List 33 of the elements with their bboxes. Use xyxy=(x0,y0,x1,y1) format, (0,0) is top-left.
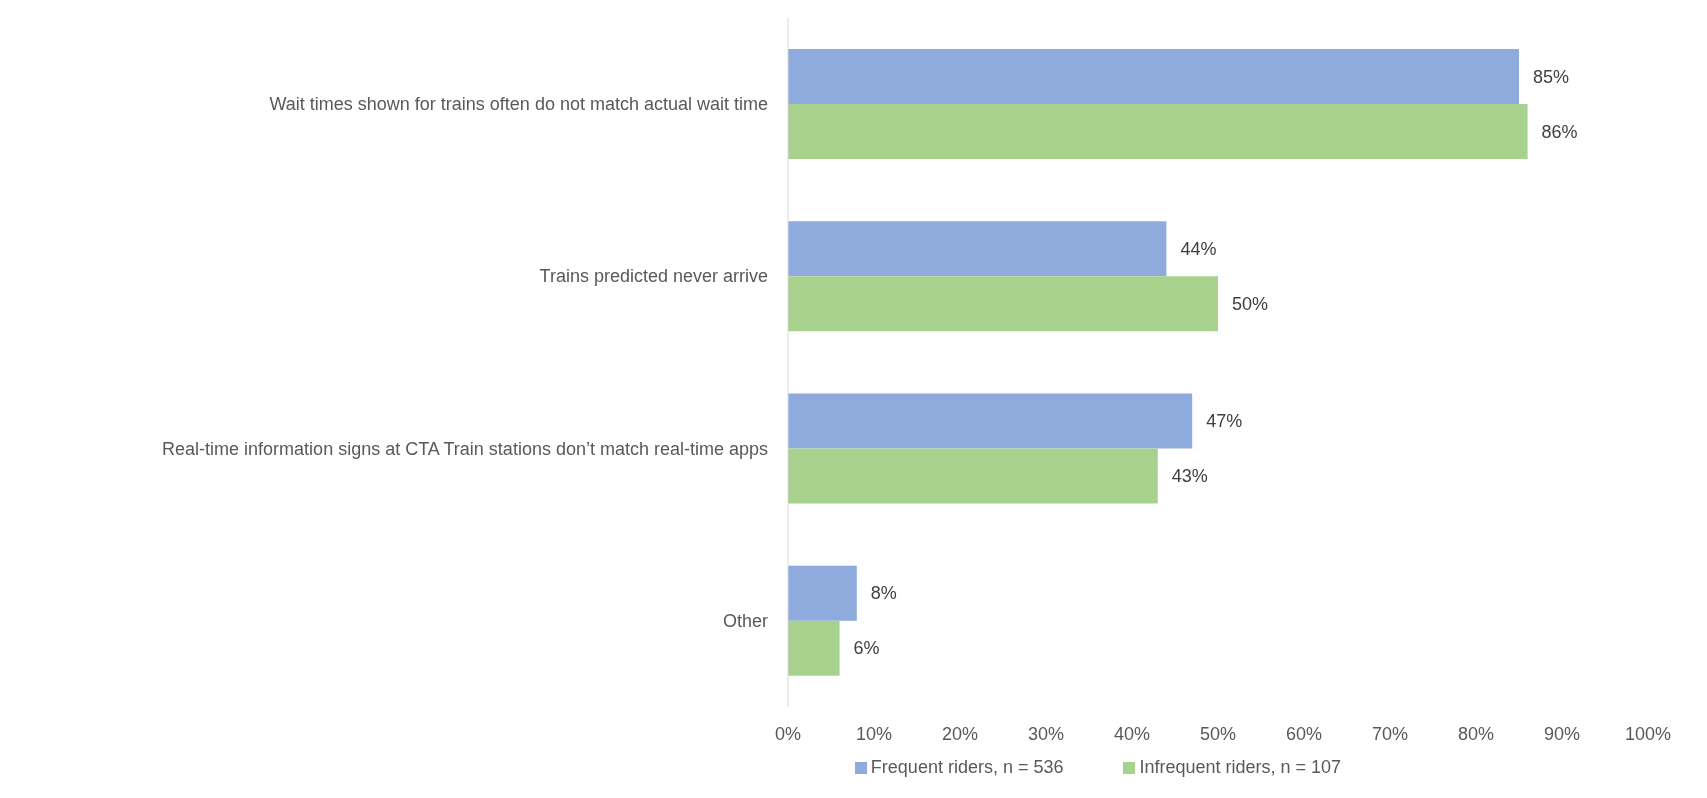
y-tick-label: Other xyxy=(722,610,768,631)
x-tick-label: 20% xyxy=(941,723,979,744)
x-tick-label: 70% xyxy=(1371,723,1409,744)
bar xyxy=(788,620,840,676)
x-tick-label: 100% xyxy=(1624,723,1672,744)
x-tick-label: 30% xyxy=(1027,723,1065,744)
y-tick-label: Wait times shown for trains often do not match actual wait time xyxy=(269,94,768,115)
x-tick-label: 0% xyxy=(774,723,802,744)
data-label: 6% xyxy=(853,638,880,659)
x-tick-label: 80% xyxy=(1457,723,1495,744)
data-label: 85% xyxy=(1533,66,1570,87)
x-tick-label: 60% xyxy=(1285,723,1323,744)
bar xyxy=(788,448,1158,504)
data-label: 86% xyxy=(1541,121,1578,142)
data-label: 43% xyxy=(1171,466,1208,487)
x-tick-label: 90% xyxy=(1543,723,1581,744)
legend-label: Frequent riders, n = 536 xyxy=(870,757,1064,777)
y-tick-label: Trains predicted never arrive xyxy=(539,266,768,287)
x-tick-label: 10% xyxy=(855,723,893,744)
legend-label: Infrequent riders, n = 107 xyxy=(1139,757,1342,777)
x-tick-label: 40% xyxy=(1113,723,1151,744)
bar xyxy=(788,276,1218,332)
bar xyxy=(788,393,1193,449)
bar xyxy=(788,104,1528,160)
data-label: 47% xyxy=(1206,411,1243,432)
x-tick-label: 50% xyxy=(1199,723,1237,744)
data-label: 44% xyxy=(1180,238,1217,259)
bar xyxy=(788,221,1167,277)
y-tick-label: Real-time information signs at CTA Train stations don’t match real-time apps xyxy=(162,438,768,459)
bar xyxy=(788,49,1519,105)
bar xyxy=(788,565,857,621)
data-label: 50% xyxy=(1232,293,1269,314)
data-label: 8% xyxy=(870,583,897,604)
